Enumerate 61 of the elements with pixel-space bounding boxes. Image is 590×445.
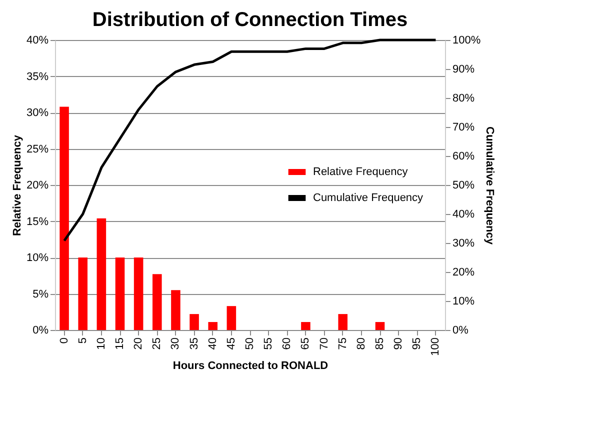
y2-tick-label: 0% — [452, 324, 469, 336]
bar — [190, 314, 199, 330]
chart-title: Distribution of Connection Times — [92, 9, 408, 31]
y2-tick-label: 50% — [452, 180, 475, 192]
x-tick-label: 35 — [188, 338, 200, 350]
x-tick-label: 80 — [355, 338, 368, 350]
y2-tick-label: 70% — [452, 122, 475, 134]
x-tick-label: 20 — [132, 338, 145, 350]
y-tick-label: 40% — [26, 34, 49, 46]
x-tick-label: 45 — [225, 338, 238, 350]
x-tick-label: 0 — [58, 338, 70, 344]
bar — [301, 322, 310, 330]
bar — [115, 258, 125, 330]
y-tick-label: 15% — [26, 216, 49, 228]
y2-tick-label: 10% — [452, 296, 475, 308]
x-tick-label: 85 — [374, 338, 386, 350]
x-tick-label: 15 — [114, 338, 126, 350]
y2-tick-label: 40% — [452, 208, 475, 220]
y2-axis-title: Cumulative Frequency — [484, 126, 496, 246]
x-tick-label: 100 — [430, 338, 442, 356]
bar — [171, 290, 180, 330]
bar — [78, 258, 88, 330]
y-tick-label: 20% — [26, 180, 49, 192]
x-tick-label: 30 — [170, 338, 182, 350]
legend-label: Cumulative Frequency — [313, 192, 424, 204]
x-tick-label: 55 — [262, 338, 275, 350]
x-tick-label: 25 — [151, 338, 164, 350]
y-tick-label: 30% — [26, 107, 49, 119]
legend-label: Relative Frequency — [313, 166, 408, 178]
y-tick-label: 25% — [26, 143, 49, 156]
y2-tick-label: 80% — [452, 92, 475, 104]
y-tick-label: 35% — [26, 70, 49, 83]
y-tick-label: 10% — [26, 252, 49, 264]
line-series — [63, 38, 437, 242]
y2-tick-label: 20% — [452, 266, 475, 278]
bar — [226, 306, 236, 330]
x-tick-label: 95 — [411, 338, 424, 350]
y-axis-title: Relative Frequency — [11, 134, 24, 236]
bar — [338, 314, 348, 330]
bar — [96, 218, 106, 330]
x-tick-label: 50 — [244, 338, 256, 350]
y2-tick-label: 30% — [452, 238, 475, 250]
y-tick-label: 0% — [32, 324, 49, 336]
x-tick-label: 5 — [76, 338, 89, 344]
x-tick-label: 60 — [281, 338, 294, 350]
x-axis-title: Hours Connected to RONALD — [172, 360, 328, 372]
bar — [208, 322, 218, 330]
bar — [134, 258, 144, 330]
bar — [60, 106, 69, 330]
x-tick-label: 75 — [336, 338, 349, 350]
x-tick-label: 65 — [300, 338, 312, 350]
y2-tick-label: 90% — [452, 64, 475, 76]
x-tick-label: 70 — [318, 338, 330, 350]
x-tick-label: 90 — [392, 338, 405, 350]
y2-tick-label: 60% — [452, 150, 475, 162]
x-tick-label: 40 — [206, 338, 219, 350]
bar — [152, 274, 162, 330]
y2-tick-label: 100% — [452, 34, 481, 46]
y-tick-label: 5% — [32, 288, 49, 300]
bar — [375, 322, 385, 330]
x-tick-label: 10 — [95, 338, 108, 350]
